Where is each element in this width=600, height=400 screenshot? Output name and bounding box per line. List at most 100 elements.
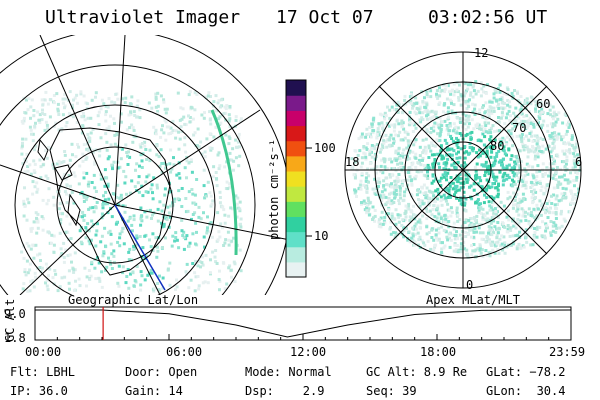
emission-pixel bbox=[183, 143, 187, 147]
emission-pixel bbox=[542, 191, 546, 195]
emission-pixel bbox=[540, 107, 544, 111]
emission-pixel bbox=[538, 199, 542, 203]
emission-pixel bbox=[491, 182, 495, 185]
emission-pixel bbox=[485, 149, 489, 153]
emission-pixel bbox=[111, 192, 115, 196]
emission-pixel bbox=[456, 237, 460, 241]
emission-pixel bbox=[181, 107, 185, 111]
emission-pixel bbox=[177, 189, 181, 193]
emission-pixel bbox=[560, 135, 563, 139]
emission-pixel bbox=[534, 109, 538, 113]
emission-pixel bbox=[21, 287, 25, 291]
emission-pixel bbox=[463, 81, 467, 85]
emission-pixel bbox=[504, 116, 508, 120]
emission-pixel bbox=[476, 139, 480, 142]
emission-pixel bbox=[545, 166, 549, 170]
emission-pixel bbox=[107, 155, 111, 159]
emission-pixel bbox=[497, 182, 500, 186]
emission-pixel bbox=[490, 111, 494, 115]
emission-pixel bbox=[427, 196, 431, 200]
emission-pixel bbox=[523, 101, 527, 105]
emission-pixel bbox=[545, 224, 549, 228]
emission-pixel bbox=[33, 185, 37, 189]
emission-pixel bbox=[463, 221, 467, 224]
emission-pixel bbox=[378, 180, 382, 184]
emission-pixel bbox=[424, 137, 428, 141]
emission-pixel bbox=[28, 125, 32, 129]
emission-pixel bbox=[144, 180, 148, 184]
emission-pixel bbox=[216, 211, 220, 215]
emission-pixel bbox=[497, 215, 500, 219]
emission-pixel bbox=[513, 160, 517, 164]
emission-pixel bbox=[410, 236, 414, 240]
emission-pixel bbox=[225, 160, 229, 164]
emission-pixel bbox=[109, 242, 113, 246]
emission-pixel bbox=[164, 166, 167, 170]
emission-pixel bbox=[460, 201, 464, 205]
emission-pixel bbox=[505, 215, 509, 219]
emission-pixel bbox=[434, 228, 438, 232]
right-panel-caption: Apex MLat/MLT bbox=[426, 293, 520, 307]
emission-pixel bbox=[102, 194, 105, 198]
emission-pixel bbox=[451, 181, 455, 185]
emission-pixel bbox=[28, 262, 32, 266]
emission-pixel bbox=[41, 103, 45, 107]
emission-pixel bbox=[35, 216, 38, 220]
emission-pixel bbox=[31, 243, 35, 247]
emission-pixel bbox=[416, 220, 420, 224]
emission-pixel bbox=[588, 180, 591, 183]
emission-pixel bbox=[435, 122, 439, 126]
emission-pixel bbox=[360, 132, 364, 136]
emission-pixel bbox=[223, 241, 227, 245]
emission-pixel bbox=[353, 149, 357, 153]
emission-pixel bbox=[401, 199, 405, 203]
emission-pixel bbox=[406, 238, 410, 242]
emission-pixel bbox=[531, 192, 535, 196]
emission-pixel bbox=[496, 129, 500, 133]
emission-pixel bbox=[516, 91, 519, 95]
emission-pixel bbox=[149, 208, 152, 212]
emission-pixel bbox=[383, 215, 387, 219]
emission-pixel bbox=[437, 162, 441, 166]
emission-pixel bbox=[465, 150, 468, 154]
emission-pixel bbox=[99, 173, 103, 177]
emission-pixel bbox=[68, 163, 71, 167]
emission-pixel bbox=[164, 120, 168, 124]
emission-pixel bbox=[470, 118, 474, 122]
emission-pixel bbox=[139, 283, 143, 287]
emission-pixel bbox=[169, 126, 173, 130]
emission-pixel bbox=[493, 225, 497, 229]
emission-pixel bbox=[98, 149, 102, 153]
emission-pixel bbox=[436, 152, 440, 156]
emission-pixel bbox=[156, 249, 160, 253]
emission-pixel bbox=[104, 190, 108, 194]
emission-pixel bbox=[525, 114, 529, 118]
emission-pixel bbox=[377, 124, 381, 128]
emission-pixel bbox=[109, 114, 112, 118]
emission-pixel bbox=[134, 243, 138, 247]
emission-pixel bbox=[121, 271, 125, 275]
emission-pixel bbox=[474, 248, 478, 252]
emission-pixel bbox=[71, 199, 75, 203]
emission-pixel bbox=[446, 171, 450, 175]
emission-pixel bbox=[81, 112, 85, 115]
emission-pixel bbox=[402, 225, 406, 229]
emission-pixel bbox=[138, 116, 142, 120]
emission-pixel bbox=[464, 235, 468, 238]
emission-pixel bbox=[432, 110, 436, 114]
emission-pixel bbox=[413, 241, 417, 245]
emission-pixel bbox=[508, 105, 512, 109]
emission-pixel bbox=[468, 146, 472, 149]
emission-pixel bbox=[500, 111, 504, 115]
emission-pixel bbox=[408, 120, 412, 124]
emission-pixel bbox=[520, 140, 524, 144]
emission-pixel bbox=[144, 148, 148, 151]
emission-pixel bbox=[197, 145, 201, 149]
emission-pixel bbox=[505, 135, 509, 139]
emission-pixel bbox=[20, 250, 24, 254]
emission-pixel bbox=[500, 242, 504, 246]
emission-pixel bbox=[549, 231, 553, 235]
emission-pixel bbox=[438, 94, 442, 98]
emission-pixel bbox=[489, 106, 493, 110]
emission-pixel bbox=[399, 154, 403, 158]
